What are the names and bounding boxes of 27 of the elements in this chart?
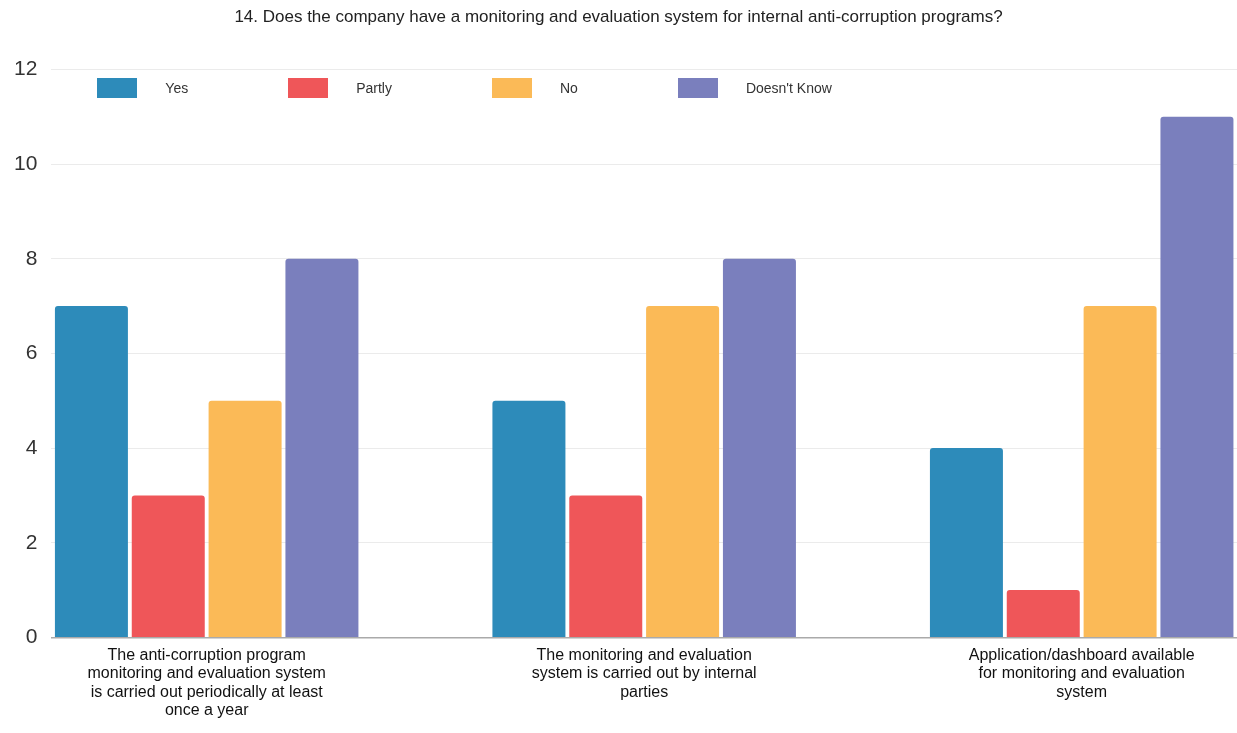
bar <box>1160 116 1234 637</box>
bar <box>722 258 796 637</box>
y-tick-label: 8 <box>25 245 38 269</box>
y-tick-label: 12 <box>14 56 38 80</box>
legend-label: Partly <box>356 80 392 97</box>
x-tick-label: Application/dashboard available for monitoring and evaluation system <box>968 646 1195 700</box>
legend-label: Doesn't Know <box>745 80 832 97</box>
y-tick-label: 6 <box>25 340 38 364</box>
bar <box>208 400 282 637</box>
bar <box>54 306 128 637</box>
y-tick-label: 2 <box>25 529 38 553</box>
bar <box>569 495 643 637</box>
bar <box>1083 306 1157 637</box>
legend-label: No <box>559 80 578 97</box>
bar <box>646 306 720 637</box>
bar <box>929 448 1003 637</box>
y-tick-label: 10 <box>14 150 38 174</box>
y-tick-label: 4 <box>25 434 38 458</box>
bar <box>1006 590 1080 637</box>
chart-title: 14. Does the company have a monitoring and evaluation system for internal anti-corruption programs? <box>234 6 1003 26</box>
x-tick-label: The anti-corruption program monitoring and evaluation system is carried out periodically at least once a year <box>87 646 326 719</box>
x-tick-label: The monitoring and evaluation system is carried out by internal parties <box>531 646 757 700</box>
bar <box>492 400 566 637</box>
bar <box>285 258 359 637</box>
y-tick-label: 0 <box>25 624 38 648</box>
bar <box>131 495 205 637</box>
legend-label: Yes <box>165 80 189 97</box>
